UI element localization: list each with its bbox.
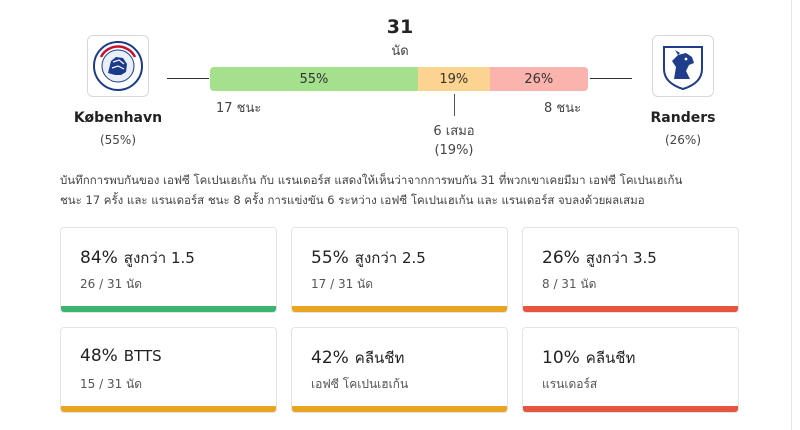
stat-color-bar — [292, 406, 507, 412]
stat-color-bar — [61, 306, 276, 312]
home-team-percentage: (55%) — [99, 133, 137, 147]
stat-label: สูงกว่า 2.5 — [354, 249, 426, 267]
right-border — [791, 0, 792, 430]
away-win-segment: 26% — [489, 67, 588, 91]
away-team-percentage: (26%) — [664, 133, 702, 147]
draws-label: 6 เสมอ — [433, 124, 475, 139]
stat-card-over-2-5: 55% สูงกว่า 2.5 17 / 31 นัด — [291, 227, 508, 313]
head-to-head-summary: บันทึกการพบกันของ เอฟซี โคเปนเฮเก้น กับ … — [60, 170, 740, 210]
summary-line-2: ชนะ 17 ครั้ง และ แรนเดอร์ส ชนะ 8 ครั้ง ก… — [60, 193, 645, 207]
stat-card-clean-sheet-away: 10% คลีนชีท แรนเดอร์ส — [522, 327, 739, 413]
home-team-name[interactable]: København — [73, 110, 163, 126]
summary-line-1: บันทึกการพบกันของ เอฟซี โคเปนเฮเก้น กับ … — [60, 173, 683, 187]
fck-crest-icon — [93, 41, 143, 91]
total-meetings-label: นัด — [391, 44, 409, 59]
stat-detail: 8 / 31 นัด — [542, 277, 597, 291]
stat-label: BTTS — [123, 347, 162, 365]
stat-label: คลีนชีท — [585, 349, 636, 367]
stat-card-btts: 48% BTTS 15 / 31 นัด — [60, 327, 277, 413]
stat-label: สูงกว่า 1.5 — [123, 249, 195, 267]
stat-value: 42% — [311, 348, 349, 368]
stat-value: 10% — [542, 348, 580, 368]
stat-value: 55% — [311, 248, 349, 268]
stat-color-bar — [292, 306, 507, 312]
stat-card-clean-sheet-home: 42% คลีนชีท เอฟซี โคเปนเฮเก้น — [291, 327, 508, 413]
away-team-name[interactable]: Randers — [650, 110, 716, 126]
home-win-segment: 55% — [210, 67, 418, 91]
stat-value: 48% — [80, 346, 118, 366]
away-connector-line — [590, 78, 632, 79]
stat-value: 26% — [542, 248, 580, 268]
stat-label: สูงกว่า 3.5 — [585, 249, 657, 267]
randers-crest-icon — [663, 46, 703, 91]
stat-detail: 17 / 31 นัด — [311, 277, 374, 291]
home-team-logo[interactable] — [87, 35, 149, 97]
stat-detail: แรนเดอร์ส — [542, 377, 598, 391]
stat-color-bar — [61, 406, 276, 412]
draw-segment: 19% — [417, 67, 490, 91]
stat-label: คลีนชีท — [354, 349, 405, 367]
stat-detail: 15 / 31 นัด — [80, 377, 143, 391]
stat-card-over-1-5: 84% สูงกว่า 1.5 26 / 31 นัด — [60, 227, 277, 313]
away-wins-label: 8 ชนะ — [544, 101, 582, 116]
stat-detail: เอฟซี โคเปนเฮเก้น — [311, 377, 409, 391]
stat-detail: 26 / 31 นัด — [80, 277, 143, 291]
home-wins-label: 17 ชนะ — [216, 101, 262, 116]
stat-value: 84% — [80, 248, 118, 268]
draws-percentage: (19%) — [434, 143, 474, 158]
draw-indicator-line — [454, 94, 455, 116]
home-connector-line — [167, 78, 209, 79]
stat-card-over-3-5: 26% สูงกว่า 3.5 8 / 31 นัด — [522, 227, 739, 313]
total-meetings-count: 31 — [386, 16, 414, 38]
stat-color-bar — [523, 406, 738, 412]
head-to-head-bar: 55% 19% 26% — [210, 67, 588, 91]
stat-color-bar — [523, 306, 738, 312]
away-team-logo[interactable] — [652, 35, 714, 97]
